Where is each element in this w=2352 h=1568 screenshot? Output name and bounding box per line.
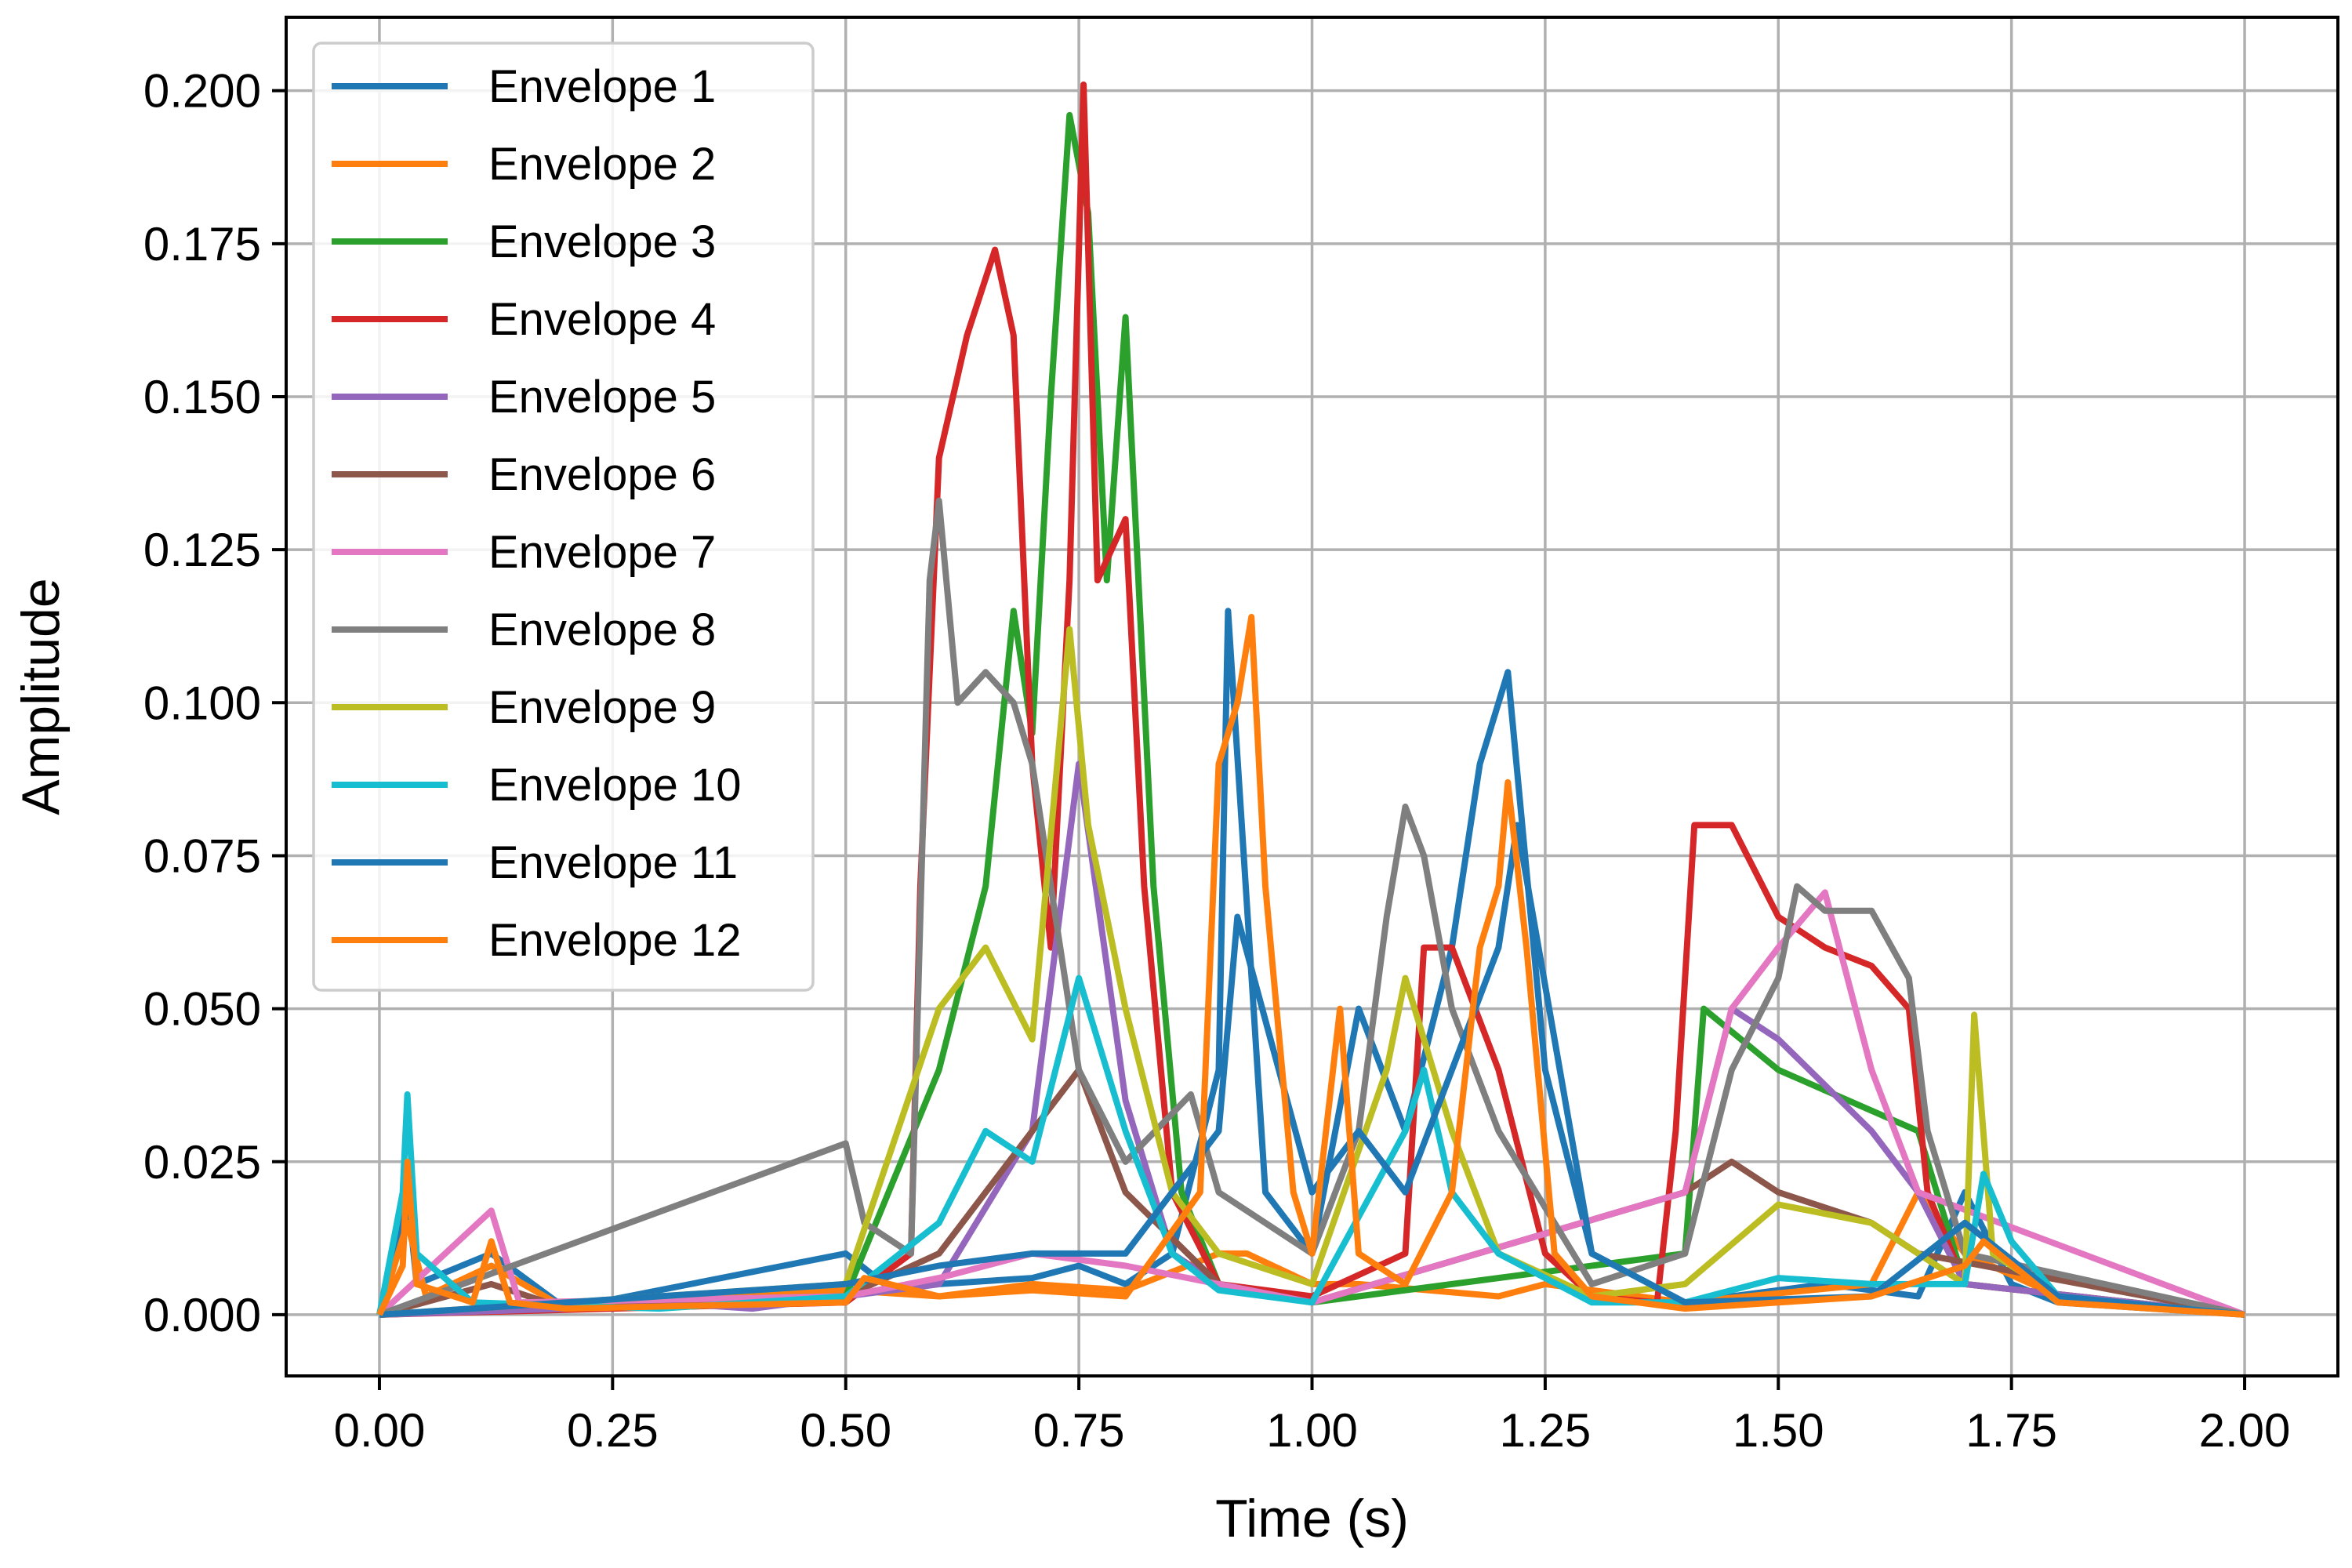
y-tick-label-2: 0.050 — [143, 983, 261, 1036]
x-tick-label-3: 0.75 — [1033, 1404, 1125, 1457]
series-line-envelope-8 — [378, 497, 2245, 1318]
x-tick-label-1: 0.25 — [567, 1404, 659, 1457]
x-tick-label-8: 2.00 — [2199, 1404, 2291, 1457]
y-tick-label-3: 0.075 — [143, 829, 261, 882]
legend-box — [312, 42, 815, 992]
legend-label-envelope-4: Envelope 4 — [488, 294, 716, 345]
series-line-envelope-4 — [379, 81, 2245, 1318]
legend-label-envelope-9: Envelope 9 — [488, 682, 716, 733]
x-tick-label-6: 1.50 — [1733, 1404, 1824, 1457]
legend-label-envelope-7: Envelope 7 — [488, 527, 716, 578]
series-lines — [376, 81, 2246, 1318]
y-tick-label-0: 0.000 — [143, 1289, 261, 1341]
legend-label-envelope-6: Envelope 6 — [488, 449, 716, 500]
x-axis-title: Time (s) — [1215, 1489, 1409, 1548]
y-tick-label-7: 0.175 — [143, 218, 261, 270]
y-tick-label-5: 0.125 — [143, 524, 261, 576]
y-tick-label-1: 0.025 — [143, 1136, 261, 1189]
y-tick-label-4: 0.100 — [143, 677, 261, 729]
legend-label-envelope-3: Envelope 3 — [488, 216, 716, 267]
x-tick-label-7: 1.75 — [1965, 1404, 2057, 1457]
x-axis-ticks: 0.00 0.25 0.50 0.75 1.00 1.25 1.50 1.75 2.00 — [334, 1376, 2291, 1457]
legend-label-envelope-2: Envelope 2 — [488, 139, 716, 190]
x-tick-label-2: 0.50 — [800, 1404, 891, 1457]
grid — [286, 17, 2338, 1376]
legend-label-envelope-1: Envelope 1 — [488, 61, 716, 112]
legend: Envelope 1 Envelope 2 Envelope 3 Envelope 4… — [312, 42, 815, 992]
y-tick-label-8: 0.200 — [143, 65, 261, 118]
x-tick-label-0: 0.00 — [334, 1404, 426, 1457]
legend-label-envelope-8: Envelope 8 — [488, 604, 716, 655]
series-line-envelope-2 — [376, 1189, 2245, 1318]
legend-label-envelope-11: Envelope 11 — [488, 837, 738, 888]
legend-label-envelope-10: Envelope 10 — [488, 760, 741, 811]
series-line-envelope-3 — [379, 111, 2245, 1318]
x-tick-label-4: 1.00 — [1266, 1404, 1358, 1457]
y-tick-label-6: 0.150 — [143, 371, 261, 423]
y-axis-title: Amplitude — [11, 578, 71, 815]
legend-label-envelope-5: Envelope 5 — [488, 372, 716, 423]
series-line-envelope-11 — [379, 822, 2245, 1318]
y-axis-ticks: 0.000 0.025 0.050 0.075 0.100 0.125 0.150 0.175… — [143, 65, 286, 1341]
x-tick-label-5: 1.25 — [1499, 1404, 1591, 1457]
series-line-envelope-12 — [376, 614, 2245, 1318]
legend-label-envelope-12: Envelope 12 — [488, 915, 741, 966]
